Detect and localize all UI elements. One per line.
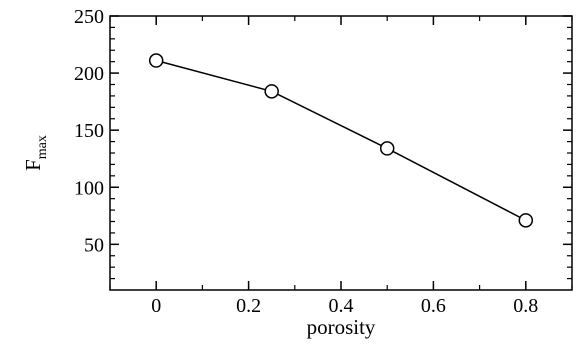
data-point (148, 53, 164, 68)
x-tick-label: 0.6 (421, 295, 446, 317)
data-point (379, 141, 395, 156)
y-tick-label: 200 (74, 63, 104, 85)
x-tick-label: 0.2 (236, 295, 261, 317)
x-tick-label: 0.8 (513, 295, 538, 317)
data-point (518, 213, 534, 228)
axis-ticks (109, 15, 573, 290)
tick-labels: 0 0.2 0.4 0.6 0.8 50 100 150 200 250 (74, 6, 538, 317)
y-tick-label: 250 (74, 6, 104, 28)
x-axis-label: porosity (307, 315, 376, 339)
data-point (264, 84, 279, 99)
data-markers (148, 53, 534, 228)
x-tick-label: 0 (151, 295, 161, 317)
y-axis-label-subscript: max (35, 135, 50, 159)
y-axis-label: Fmax (21, 135, 50, 171)
x-tick-label: 0.4 (329, 295, 354, 317)
plot-frame (109, 15, 573, 291)
y-tick-label: 100 (74, 177, 104, 199)
y-tick-label: 50 (84, 234, 104, 256)
y-axis-label-main: F (21, 159, 45, 171)
y-tick-label: 150 (74, 120, 104, 142)
series-line (156, 59, 527, 222)
